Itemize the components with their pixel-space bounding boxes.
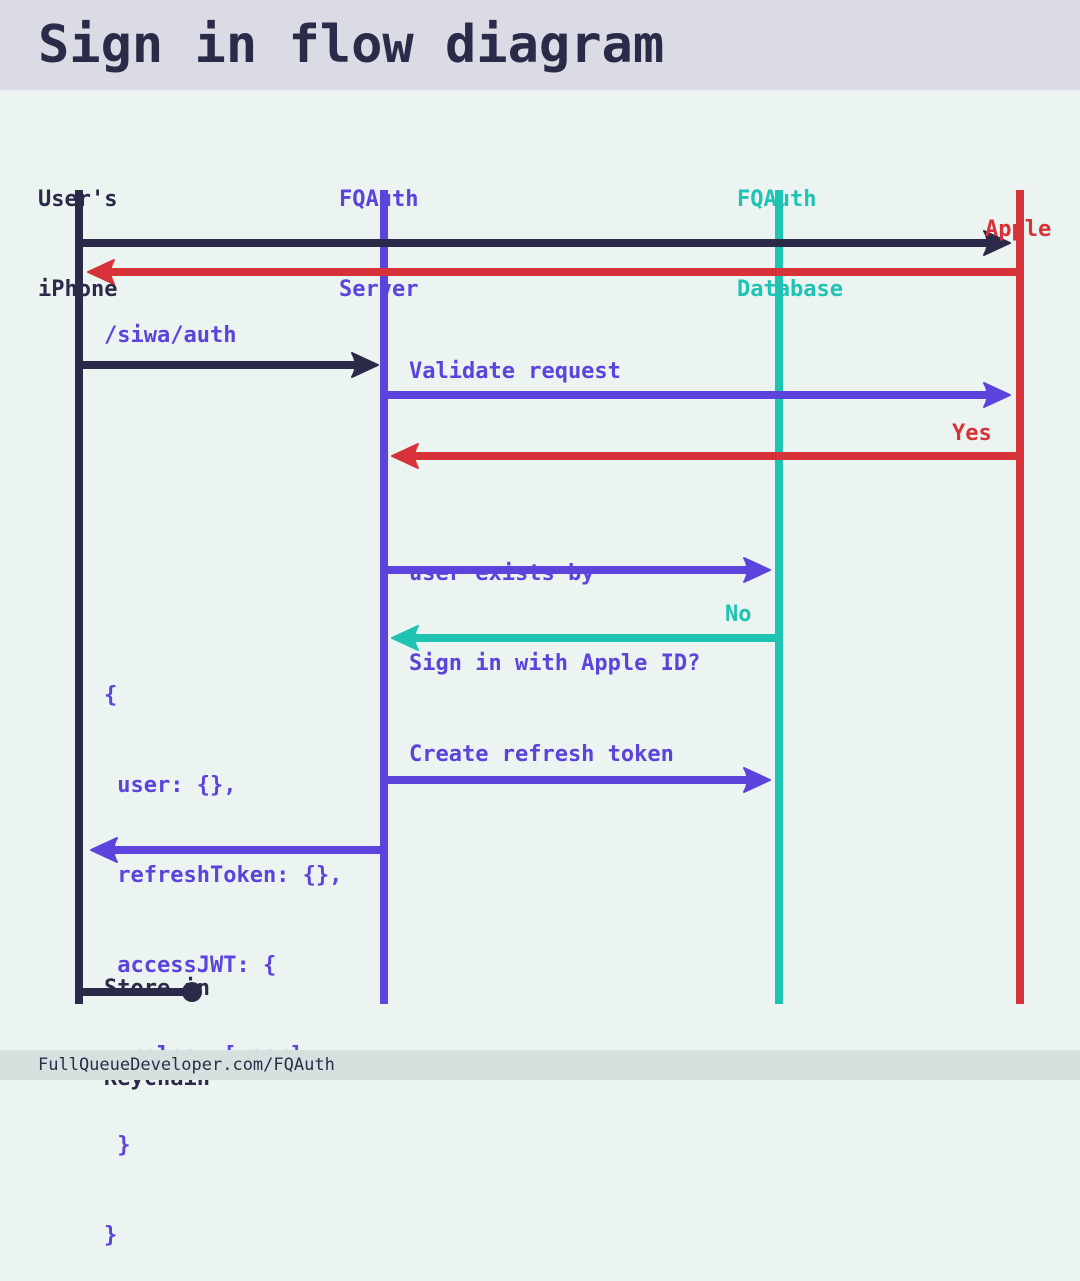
lifeline-header-iphone: User's iPhone [38, 125, 117, 335]
payload-line: refreshToken: {}, [104, 863, 343, 888]
footer-bar: FullQueueDeveloper.com/FQAuth [0, 1050, 1080, 1080]
arrow-create-refresh-token [384, 767, 771, 793]
lifeline-header-line: Server [339, 277, 419, 302]
store-keychain-marker [79, 982, 202, 1002]
arrow-apple-to-iphone [87, 259, 1020, 285]
arrow-validate-request [384, 382, 1011, 408]
sequence-diagram [75, 190, 1024, 1004]
label-siwa-auth: /siwa/auth [104, 323, 237, 348]
lifeline-header-line: User's [38, 187, 118, 212]
label-line: Store in [104, 976, 210, 1001]
arrow-yes [391, 443, 1020, 469]
label-line: Sign in with Apple ID? [409, 651, 701, 676]
lifeline-header-server: FQAuth Server [339, 125, 418, 335]
arrow-response [90, 837, 384, 863]
lifeline-header-line: iPhone [38, 277, 118, 302]
arrow-iphone-to-apple [79, 230, 1011, 256]
arrow-user-exists [384, 557, 771, 583]
payload-line: user: {}, [104, 773, 237, 798]
header-bar: Sign in flow diagram [0, 0, 1080, 90]
lifeline-header-line: FQAuth [737, 187, 817, 212]
payload-line: } [104, 1223, 118, 1248]
label-yes: Yes [952, 421, 992, 446]
lifeline-header-line: FQAuth [339, 187, 419, 212]
lifeline-header-database: FQAuth Database [737, 125, 843, 335]
label-line: user exists by [409, 561, 595, 586]
response-payload: { user: {}, refreshToken: {}, accessJWT:… [104, 621, 342, 1281]
payload-line: } [104, 1133, 131, 1158]
footer-url: FullQueueDeveloper.com/FQAuth [38, 1055, 335, 1075]
label-create-refresh-token: Create refresh token [409, 742, 674, 767]
lifeline-header-line: Apple [985, 217, 1052, 242]
arrow-siwa-auth [79, 352, 379, 378]
lifeline-header-apple: Apple [985, 155, 1051, 275]
label-store-keychain: Store in Keychain [104, 914, 210, 1124]
lifeline-header-line: Database [737, 277, 843, 302]
label-user-exists: user exists by Sign in with Apple ID? [409, 499, 700, 709]
payload-line: accessJWT: { [104, 953, 277, 978]
payload-line: { [104, 683, 118, 708]
label-no: No [725, 602, 752, 627]
page-title: Sign in flow diagram [38, 15, 665, 75]
arrow-no [391, 625, 779, 651]
label-validate-request: Validate request [409, 359, 621, 384]
